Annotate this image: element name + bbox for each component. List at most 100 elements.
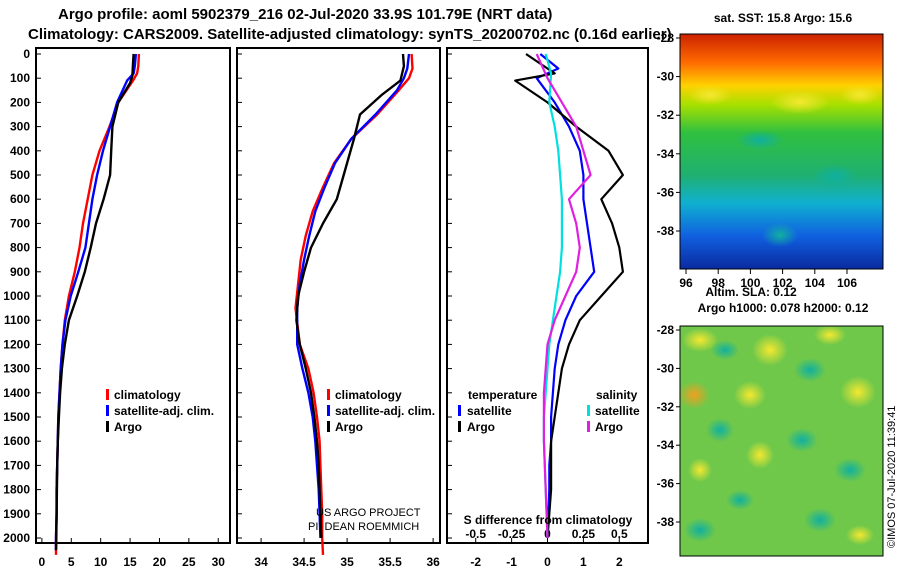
x-tick-label: 34 [254, 555, 268, 569]
depth-tick-label: 1200 [3, 337, 30, 351]
x-tick-label: 36 [426, 555, 440, 569]
legend-swatch-t-satellite [458, 405, 461, 416]
lon-tick-label: 102 [773, 276, 793, 290]
sla-title-2: Argo h1000: 0.078 h2000: 0.12 [698, 301, 869, 315]
temperature-panel-frame [35, 47, 231, 544]
legend-swatch-climatology [106, 389, 109, 400]
legend-s-argo-label: Argo [595, 420, 623, 434]
x-tick-label: 30 [212, 555, 226, 569]
lon-tick-label: 106 [837, 276, 857, 290]
legend-salinity-title: salinity [596, 388, 638, 402]
sla-title-1: Altim. SLA: 0.12 [705, 285, 797, 299]
x-tick-label: 20 [153, 555, 167, 569]
series-line-argo [295, 53, 406, 539]
s-difference-axis-label: S difference from climatology [464, 513, 633, 527]
x-tick-label: -1 [506, 555, 517, 569]
temperature-legend: climatology satellite-adj. clim. Argo [106, 388, 214, 434]
lon-tick-label: 96 [679, 276, 693, 290]
lat-tick-label: -32 [657, 108, 675, 122]
legend-t-argo-label: Argo [467, 420, 495, 434]
depth-tick-label: 1900 [3, 507, 30, 521]
depth-tick-label: 300 [10, 120, 30, 134]
temperature-x-axis: 0 5 10 15 20 25 30 [39, 538, 226, 569]
s-tick-label: -0.5 [465, 527, 486, 541]
difference-panel-frame [446, 47, 649, 544]
legend-swatch-s-argo [587, 421, 590, 432]
x-tick-label: 35.5 [378, 555, 402, 569]
legend-swatch-s-satellite [587, 405, 590, 416]
s-tick-label: -0.25 [498, 527, 526, 541]
title-line-2: Climatology: CARS2009. Satellite-adjuste… [28, 26, 672, 43]
depth-tick-label: 1700 [3, 458, 30, 472]
lon-tick-label: 104 [805, 276, 825, 290]
lon-tick-label: 100 [740, 276, 760, 290]
series-line-climatology [294, 53, 414, 555]
legend-swatch-argo [106, 421, 109, 432]
imos-watermark: ©IMOS 07-Jul-2020 11:39:41 [886, 406, 898, 548]
lat-tick-label: -34 [657, 438, 675, 452]
series-line-salinity-satellite [542, 53, 564, 539]
depth-tick-label: 700 [10, 216, 30, 230]
x-tick-label: 34.5 [292, 555, 316, 569]
legend-swatch-t-argo [458, 421, 461, 432]
depth-tick-label: 1000 [3, 289, 30, 303]
sla-map-lat-axis: -28 -30 -32 -34 -36 -38 [657, 323, 680, 529]
difference-legend: temperature satellite Argo salinity sate… [458, 388, 640, 434]
x-tick-label: 0 [544, 555, 551, 569]
series-line-temperature-argo [514, 53, 625, 539]
depth-tick-label: 600 [10, 192, 30, 206]
s-tick-label: 0.5 [611, 527, 628, 541]
sst-map [679, 33, 884, 270]
x-tick-label: 5 [68, 555, 75, 569]
lat-tick-label: -38 [657, 515, 675, 529]
x-tick-label: 25 [182, 555, 196, 569]
salinity-lines [294, 53, 414, 555]
s-tick-label: 0.25 [572, 527, 596, 541]
x-tick-label: -2 [470, 555, 481, 569]
depth-tick-label: 0 [23, 47, 30, 61]
temperature-lines [54, 53, 141, 555]
depth-tick-label: 900 [10, 265, 30, 279]
legend-swatch-climatology [327, 389, 330, 400]
lat-tick-label: -38 [657, 224, 675, 238]
x-tick-label: 0 [39, 555, 46, 569]
depth-tick-label: 100 [10, 71, 30, 85]
difference-lines [514, 53, 625, 539]
salinity-panel-frame [236, 47, 441, 544]
x-tick-label: 15 [123, 555, 137, 569]
depth-tick-label: 1400 [3, 386, 30, 400]
legend-swatch-satellite [327, 405, 330, 416]
lat-tick-label: -30 [657, 361, 675, 375]
depth-tick-label: 1100 [4, 313, 30, 327]
lat-tick-label: -28 [657, 31, 675, 45]
x-tick-label: 1 [580, 555, 587, 569]
depth-tick-label: 200 [10, 95, 30, 109]
depth-axis-labels: 0 100 200 300 400 500 600 700 800 900 1000 1100 1200… [3, 47, 452, 545]
sla-map [678, 325, 884, 557]
x-tick-label: 2 [616, 555, 623, 569]
depth-tick-label: 1600 [3, 434, 30, 448]
x-tick-label: 10 [94, 555, 108, 569]
lat-tick-label: -32 [657, 400, 675, 414]
title-line-1: Argo profile: aoml 5902379_216 02-Jul-20… [58, 6, 553, 23]
depth-tick-label: 1800 [3, 483, 30, 497]
sst-map-lon-axis: 96 98 100 102 104 106 [679, 269, 857, 290]
depth-tick-label: 1300 [3, 362, 30, 376]
lat-tick-label: -34 [657, 147, 675, 161]
lon-tick-label: 98 [712, 276, 726, 290]
x-tick-label: 35 [340, 555, 354, 569]
depth-tick-label: 800 [10, 241, 30, 255]
legend-swatch-argo [327, 421, 330, 432]
legend-climatology-label: climatology [335, 388, 402, 402]
credit-pi: PI: DEAN ROEMMICH [308, 521, 419, 533]
lat-tick-label: -28 [657, 323, 675, 337]
legend-s-satellite-label: satellite [595, 404, 640, 418]
series-line-argo [54, 53, 135, 551]
legend-satellite-label: satellite-adj. clim. [335, 404, 435, 418]
legend-t-satellite-label: satellite [467, 404, 512, 418]
depth-tick-label: 400 [10, 144, 30, 158]
depth-tick-label: 500 [10, 168, 30, 182]
legend-argo-label: Argo [114, 420, 142, 434]
legend-climatology-label: climatology [114, 388, 181, 402]
